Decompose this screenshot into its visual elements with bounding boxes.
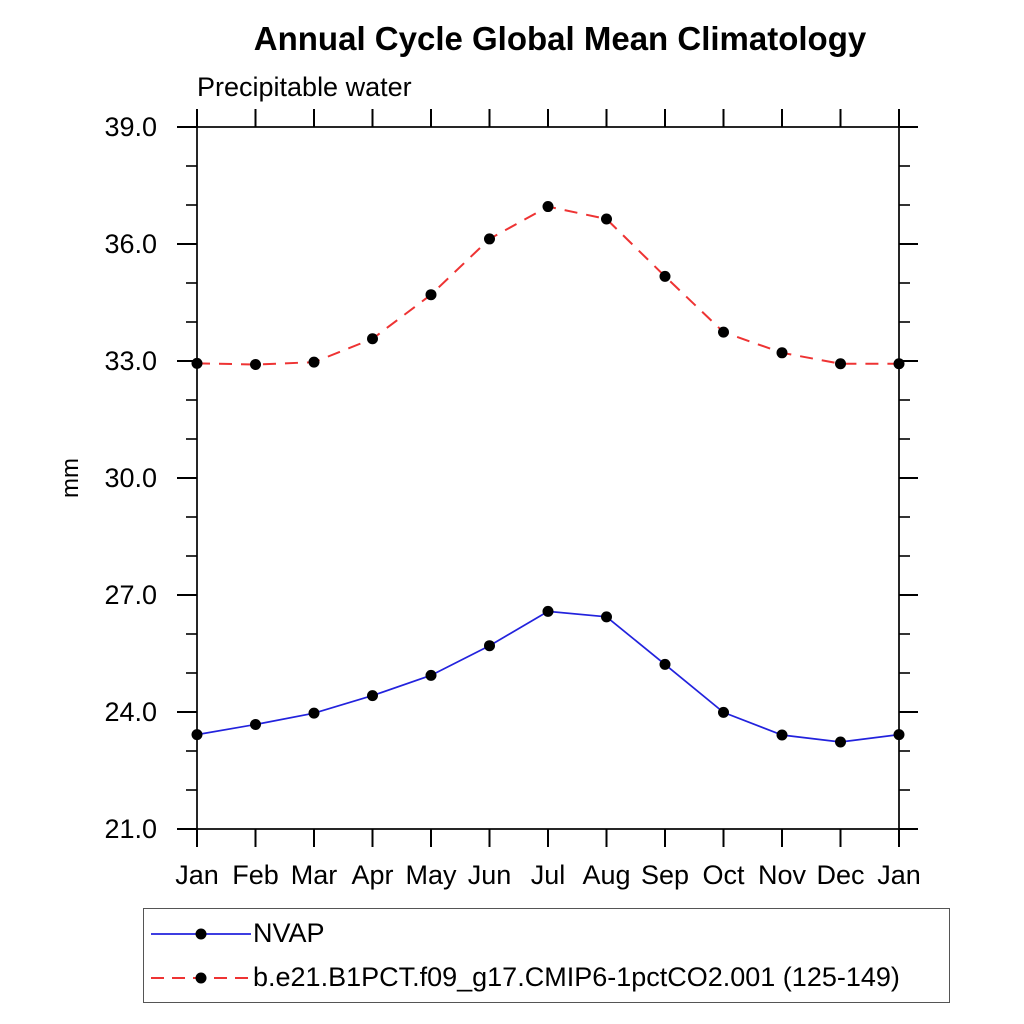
series-line-model	[196, 205, 899, 366]
data-point-nvap	[542, 605, 554, 617]
y-tick-label: 21.0	[104, 814, 157, 844]
y-tick-label: 24.0	[104, 697, 157, 727]
data-point-model	[893, 358, 905, 370]
data-point-nvap	[718, 706, 729, 718]
y-tick-label: 27.0	[104, 580, 157, 610]
x-tick-label: Sep	[641, 860, 689, 890]
legend-label-model: b.e21.B1PCT.f09_g17.CMIP6-1pctCO2.001 (1…	[253, 962, 900, 992]
nvap-line-sample-icon	[151, 928, 251, 939]
chart-subtitle: Precipitable water	[197, 72, 412, 102]
x-tick-label: Aug	[582, 860, 630, 890]
data-point-nvap	[425, 669, 437, 681]
data-point-model	[484, 233, 495, 245]
data-point-nvap	[367, 690, 378, 702]
data-point-model	[835, 358, 846, 370]
x-tick-label: Jun	[468, 860, 512, 890]
data-point-model	[718, 326, 729, 338]
model-line-sample-icon	[151, 972, 251, 983]
data-point-model	[191, 357, 203, 369]
x-tick-label: Jan	[877, 860, 921, 890]
y-tick-label: 39.0	[104, 112, 157, 142]
chart-title: Annual Cycle Global Mean Climatology	[253, 20, 867, 57]
data-point-nvap	[191, 729, 203, 741]
x-tick-label: Oct	[702, 860, 745, 890]
data-point-nvap	[776, 729, 788, 741]
data-point-model	[308, 356, 320, 368]
x-tick-label: Jan	[175, 860, 219, 890]
data-point-nvap	[835, 736, 846, 748]
data-point-nvap	[308, 707, 320, 719]
legend-item-model: b.e21.B1PCT.f09_g17.CMIP6-1pctCO2.001 (1…	[149, 958, 949, 998]
data-point-model	[425, 289, 437, 301]
data-point-model	[542, 201, 554, 213]
x-tick-label: Dec	[816, 860, 864, 890]
data-point-model	[776, 347, 788, 359]
legend-label-nvap: NVAP	[253, 918, 325, 948]
data-point-model	[367, 333, 378, 345]
data-point-nvap	[484, 640, 495, 652]
x-tick-label: Mar	[291, 860, 338, 890]
data-point-model	[659, 270, 671, 282]
x-tick-label: Feb	[232, 860, 279, 890]
x-tick-label: Apr	[351, 860, 393, 890]
x-tick-label: Nov	[758, 860, 807, 890]
legend-box: NVAP b.e21.B1PCT.f09_g17.CMIP6-1pctCO2.0…	[143, 908, 950, 1003]
x-tick-label: May	[405, 860, 457, 890]
legend-item-nvap: NVAP	[149, 914, 949, 954]
y-axis-label: mm	[57, 458, 84, 498]
data-point-nvap	[659, 658, 671, 670]
x-tick-label: Jul	[531, 860, 566, 890]
legend-marker-dot-icon	[195, 972, 207, 983]
data-point-nvap	[250, 718, 261, 730]
data-point-model	[601, 213, 612, 225]
data-point-nvap	[601, 611, 612, 623]
y-tick-label: 30.0	[104, 463, 157, 493]
data-point-model	[250, 359, 261, 371]
legend-marker-dot-icon	[195, 928, 207, 939]
data-point-nvap	[893, 729, 905, 741]
y-tick-label: 36.0	[104, 229, 157, 259]
series-line-nvap	[196, 610, 900, 743]
plot-frame	[196, 126, 900, 830]
y-tick-label: 33.0	[104, 346, 157, 376]
